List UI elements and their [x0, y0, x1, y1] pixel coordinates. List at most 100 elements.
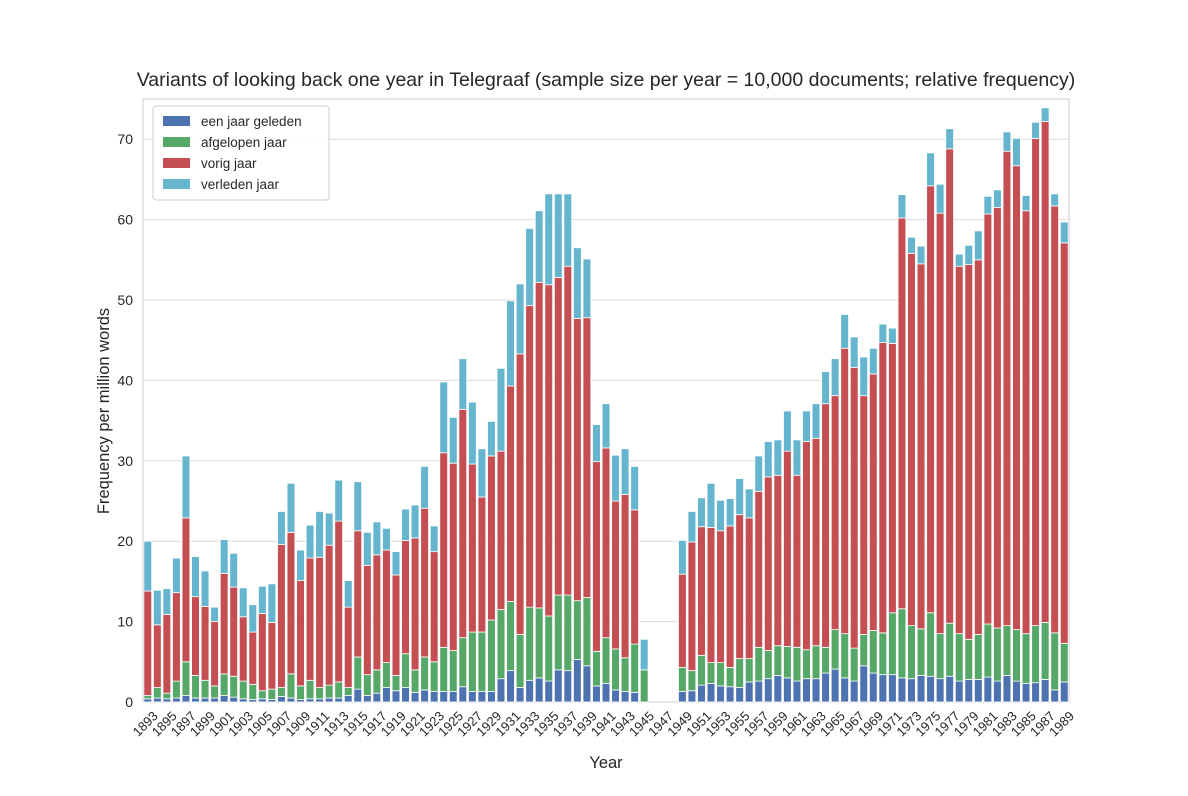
bar-segment [763, 650, 773, 680]
bar-segment [954, 265, 964, 635]
bar-segment [229, 552, 239, 588]
bar-segment [974, 679, 983, 703]
bar-segment [267, 583, 277, 623]
bar-segment [219, 572, 229, 675]
bar-segment [324, 544, 334, 686]
bar-segment [1050, 193, 1060, 207]
bar-segment [401, 508, 410, 541]
bar-segment [363, 531, 372, 566]
bar-segment [601, 403, 611, 449]
bar-segment [859, 634, 869, 667]
bar-segment [277, 511, 286, 545]
bar-segment [429, 551, 439, 663]
bar-segment [582, 665, 592, 703]
bar-segment [993, 207, 1002, 629]
bar-segment [868, 672, 878, 703]
bar-segment [830, 668, 840, 703]
bars [143, 107, 1069, 703]
bar-segment [926, 675, 935, 703]
bar-segment [907, 625, 916, 680]
bar-segment [334, 697, 344, 703]
bar-segment [620, 657, 630, 692]
bar-segment [458, 637, 468, 688]
bar-segment [639, 669, 649, 703]
bar-segment [515, 283, 525, 355]
bar-segment [277, 544, 286, 688]
bar-segment [993, 680, 1002, 703]
bar-segment [143, 695, 153, 700]
bar-segment [1021, 633, 1031, 684]
bar-segment [219, 539, 229, 574]
bar-segment [916, 675, 926, 703]
bar-segment [372, 521, 382, 556]
bar-segment [859, 395, 869, 635]
bar-segment [725, 498, 735, 527]
bar-segment [1002, 131, 1012, 152]
bar-segment [678, 573, 687, 668]
legend-label: vorig jaar [201, 156, 257, 171]
bar-segment [200, 679, 210, 699]
bar-segment [248, 631, 258, 685]
bar-segment [954, 633, 964, 682]
bar-segment [1050, 205, 1060, 634]
bar-segment [477, 448, 487, 498]
bar-segment [697, 497, 706, 528]
bar-segment [849, 647, 859, 682]
bar-segment [811, 437, 821, 647]
bar-segment [477, 691, 487, 703]
bar-segment [343, 580, 353, 608]
bar-segment [544, 680, 554, 703]
bar-segment [1012, 137, 1021, 167]
bar-segment [974, 230, 983, 261]
bar-segment [229, 696, 239, 703]
bar-segment [353, 481, 363, 532]
bar-segment [830, 629, 840, 670]
bar-segment [849, 680, 859, 703]
bar-segment [792, 646, 802, 682]
bar-segment [1021, 195, 1031, 212]
y-tick-label: 40 [117, 372, 133, 388]
bar-segment [1059, 221, 1069, 244]
bar-segment [487, 420, 496, 457]
bar-segment [897, 608, 907, 679]
bar-segment [439, 452, 449, 648]
bar-segment [448, 691, 458, 703]
bar-segment [821, 371, 830, 405]
bar-segment [267, 688, 277, 700]
bar-segment [897, 194, 907, 219]
bar-segment [296, 549, 305, 581]
bar-segment [687, 670, 697, 692]
bar-segment [143, 540, 153, 592]
bar-segment [840, 314, 849, 349]
bar-segment [162, 613, 172, 694]
bar-segment [248, 604, 258, 633]
bar-segment [582, 317, 592, 598]
bar-segment [993, 627, 1002, 682]
plot-area: 0102030405060701893189518971899190119031… [117, 98, 1077, 739]
bar-segment [849, 367, 859, 649]
bar-segment [229, 586, 239, 677]
bar-segment [343, 695, 353, 703]
bar-segment [888, 674, 897, 703]
bar-segment [153, 624, 162, 688]
bar-segment [888, 343, 897, 614]
bar-segment [315, 687, 324, 700]
bar-segment [191, 675, 200, 699]
bar-segment [468, 631, 477, 692]
bar-segment [439, 381, 449, 454]
bar-segment [888, 327, 897, 344]
bar-segment [1012, 165, 1021, 631]
bar-segment [706, 527, 716, 664]
bar-segment [458, 686, 468, 703]
bar-segment [945, 622, 954, 677]
bar-segment [935, 183, 945, 214]
bar-segment [744, 658, 754, 683]
bar-segment [172, 557, 181, 594]
bar-segment [363, 674, 372, 696]
bar-segment [162, 692, 172, 700]
bar-segment [420, 466, 429, 509]
bar-segment [888, 612, 897, 676]
bar-segment [515, 687, 525, 703]
bar-segment [258, 613, 267, 692]
bar-segment [601, 447, 611, 639]
